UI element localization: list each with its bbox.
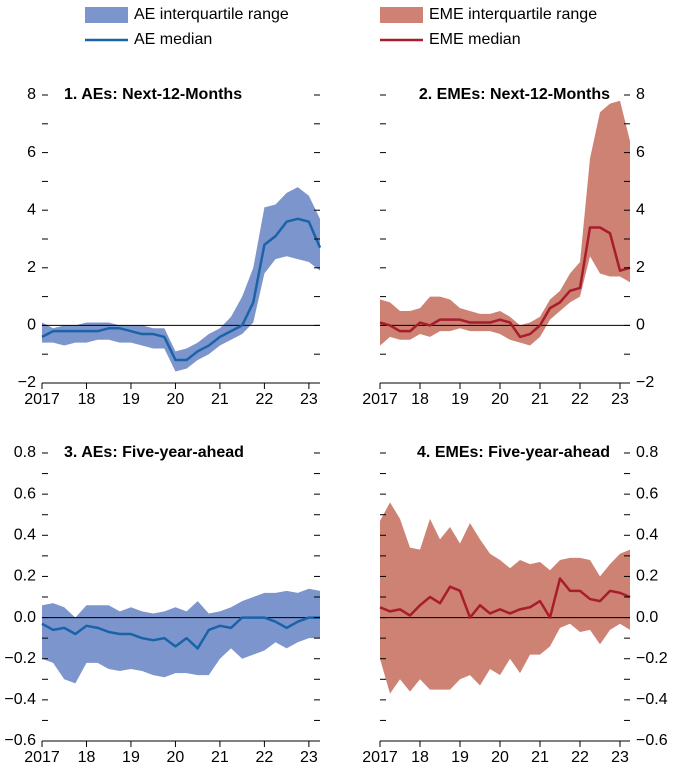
legend-swatch [85, 7, 128, 23]
y-tick-label: 0.2 [636, 568, 658, 585]
x-tick-label: 2017 [362, 391, 398, 408]
x-tick-label: 23 [300, 749, 318, 766]
panel-title: 4. EMEs: Five-year-ahead [417, 444, 610, 461]
y-tick-label: −2 [18, 374, 36, 391]
y-tick-label: −0.2 [636, 650, 668, 667]
y-tick-label: 0.2 [14, 568, 36, 585]
y-tick-label: 0.0 [14, 609, 36, 626]
x-tick-label: 2017 [362, 749, 398, 766]
y-tick-label: 6 [636, 144, 645, 161]
x-tick-label: 18 [411, 749, 429, 766]
x-tick-label: 21 [531, 391, 549, 408]
y-tick-label: 0.8 [636, 444, 658, 461]
y-tick-label: 0.4 [14, 527, 36, 544]
y-tick-label: −0.4 [636, 691, 668, 708]
x-tick-label: 19 [122, 749, 140, 766]
interquartile-band [42, 187, 320, 372]
x-tick-label: 20 [491, 749, 509, 766]
y-tick-label: −2 [636, 374, 654, 391]
x-tick-label: 18 [78, 391, 96, 408]
x-tick-label: 21 [211, 749, 229, 766]
legend-label: EME median [429, 31, 521, 48]
y-tick-label: −0.4 [4, 691, 36, 708]
median-line [379, 577, 631, 619]
x-tick-label: 23 [300, 391, 318, 408]
x-tick-label: 23 [611, 749, 629, 766]
x-tick-label: 18 [78, 749, 96, 766]
legend-label: AE median [134, 31, 212, 48]
legend-label: EME interquartile range [429, 6, 597, 23]
y-tick-label: 0.0 [636, 609, 658, 626]
x-tick-label: 2017 [24, 749, 60, 766]
y-tick-label: 0.6 [14, 485, 36, 502]
interquartile-band [42, 588, 320, 684]
legend-label: AE interquartile range [134, 6, 289, 23]
y-tick-label: 0.8 [14, 444, 36, 461]
x-tick-label: 18 [411, 391, 429, 408]
x-tick-label: 20 [491, 391, 509, 408]
x-tick-label: 19 [122, 391, 140, 408]
y-tick-label: 6 [27, 144, 36, 161]
y-tick-label: −0.6 [4, 732, 36, 749]
panel-title: 3. AEs: Five-year-ahead [64, 444, 244, 461]
x-tick-label: 22 [256, 749, 274, 766]
interquartile-band [380, 502, 630, 694]
y-tick-label: 8 [636, 86, 645, 103]
panel-title: 2. EMEs: Next-12-Months [419, 86, 610, 103]
x-tick-label: 22 [256, 391, 274, 408]
y-tick-label: 0.4 [636, 527, 658, 544]
x-tick-label: 21 [211, 391, 229, 408]
median-line [41, 616, 320, 650]
median-line [379, 226, 631, 339]
panel-title: 1. AEs: Next-12-Months [64, 86, 242, 103]
y-tick-label: 4 [27, 201, 36, 218]
x-tick-label: 20 [167, 391, 185, 408]
x-tick-label: 19 [451, 391, 469, 408]
median-line [41, 217, 322, 362]
y-tick-label: 2 [636, 259, 645, 276]
x-tick-label: 2017 [24, 391, 60, 408]
x-tick-label: 22 [571, 749, 589, 766]
x-tick-label: 22 [571, 391, 589, 408]
y-tick-label: −0.2 [4, 650, 36, 667]
y-tick-label: 8 [27, 86, 36, 103]
y-tick-label: −0.6 [636, 732, 668, 749]
x-tick-label: 23 [611, 391, 629, 408]
y-tick-label: 0 [636, 317, 645, 334]
x-tick-label: 19 [451, 749, 469, 766]
x-tick-label: 21 [531, 749, 549, 766]
y-tick-label: 0.6 [636, 485, 658, 502]
y-tick-label: 2 [27, 259, 36, 276]
legend-swatch [380, 7, 423, 23]
y-tick-label: 4 [636, 201, 645, 218]
y-tick-label: 0 [27, 317, 36, 334]
interquartile-band [380, 100, 630, 346]
x-tick-label: 20 [167, 749, 185, 766]
